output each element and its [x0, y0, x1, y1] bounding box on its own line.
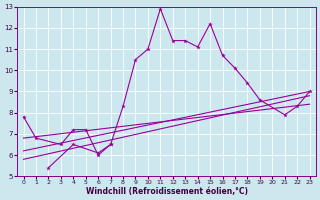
X-axis label: Windchill (Refroidissement éolien,°C): Windchill (Refroidissement éolien,°C) [85, 187, 248, 196]
